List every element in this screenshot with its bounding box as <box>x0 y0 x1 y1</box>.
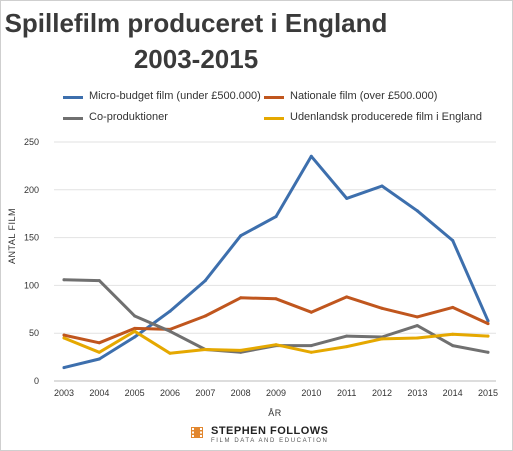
data-point-series-1 <box>486 322 490 326</box>
x-tick-label: 2011 <box>337 388 356 398</box>
legend-label-udenlandsk: Udenlandsk producerede film i England <box>290 111 483 123</box>
x-tick-label: 2010 <box>301 388 321 398</box>
data-point-series-2 <box>62 278 66 282</box>
data-point-series-3 <box>415 336 419 340</box>
film-reel-icon <box>191 427 203 438</box>
x-tick-label: 2009 <box>266 388 286 398</box>
data-point-series-0 <box>345 196 349 200</box>
y-tick-label: 0 <box>34 376 39 386</box>
data-point-series-3 <box>345 345 349 349</box>
data-point-series-1 <box>62 333 66 337</box>
legend-swatch-udenlandsk <box>264 117 284 120</box>
data-point-series-1 <box>274 297 278 301</box>
data-point-series-2 <box>97 279 101 283</box>
data-point-series-0 <box>62 366 66 370</box>
x-tick-label: 2006 <box>160 388 180 398</box>
data-point-series-2 <box>486 350 490 354</box>
y-tick-label: 200 <box>24 185 39 195</box>
x-tick-label: 2015 <box>478 388 498 398</box>
data-point-series-3 <box>309 350 313 354</box>
data-point-series-3 <box>203 348 207 351</box>
y-tick-label: 250 <box>24 137 39 147</box>
data-point-series-1 <box>203 314 207 318</box>
data-point-series-2 <box>309 344 313 348</box>
chart-title-line1: Spillefilm produceret i England <box>4 8 388 38</box>
brand-tagline: FILM DATA AND EDUCATION <box>211 438 329 444</box>
data-point-series-0 <box>239 234 243 238</box>
data-point-series-2 <box>451 344 455 348</box>
data-point-series-0 <box>486 319 490 323</box>
legend-swatch-co-produktioner <box>63 117 83 120</box>
data-point-series-0 <box>97 357 101 361</box>
legend-label-micro-budget: Micro-budget film (under £500.000) <box>89 90 261 102</box>
data-point-series-0 <box>380 184 384 188</box>
data-point-series-0 <box>415 209 419 213</box>
x-axis-label: ÅR <box>268 408 282 418</box>
chart-title-line2: 2003-2015 <box>133 44 259 74</box>
data-point-series-2 <box>345 334 349 338</box>
data-point-series-2 <box>133 314 137 318</box>
data-point-series-1 <box>415 315 419 319</box>
data-point-series-2 <box>168 329 172 333</box>
x-tick-label: 2004 <box>89 388 109 398</box>
x-tick-label: 2013 <box>407 388 427 398</box>
legend-swatch-micro-budget <box>63 96 83 99</box>
brand-name: STEPHEN FOLLOWS <box>211 425 329 437</box>
data-point-series-3 <box>486 334 490 338</box>
x-tick-label: 2003 <box>54 388 74 398</box>
y-tick-label: 100 <box>24 280 39 290</box>
data-point-series-1 <box>380 306 384 310</box>
data-point-series-3 <box>133 329 137 333</box>
legend-swatch-nationale <box>264 96 284 99</box>
data-point-series-3 <box>168 351 172 355</box>
x-tick-label: 2014 <box>443 388 463 398</box>
data-point-series-0 <box>451 239 455 242</box>
data-point-series-3 <box>97 350 101 354</box>
data-point-series-3 <box>451 332 455 336</box>
data-point-series-3 <box>62 336 66 340</box>
x-tick-label: 2007 <box>195 388 215 398</box>
data-point-series-0 <box>168 309 172 313</box>
data-point-series-3 <box>274 343 278 347</box>
data-point-series-1 <box>309 310 313 314</box>
data-point-series-1 <box>345 295 349 299</box>
data-point-series-1 <box>133 326 137 330</box>
data-point-series-1 <box>451 305 455 309</box>
data-point-series-3 <box>380 337 384 341</box>
data-point-series-1 <box>97 341 101 345</box>
x-tick-label: 2012 <box>372 388 392 398</box>
data-point-series-0 <box>274 215 278 219</box>
x-tick-label: 2008 <box>231 388 251 398</box>
data-point-series-0 <box>203 279 207 283</box>
data-point-series-2 <box>415 324 419 328</box>
legend-label-co-produktioner: Co-produktioner <box>89 111 168 123</box>
data-point-series-0 <box>133 335 137 339</box>
y-tick-label: 150 <box>24 233 39 243</box>
legend-label-nationale: Nationale film (over £500.000) <box>290 90 438 102</box>
data-point-series-0 <box>309 154 313 158</box>
y-axis-label: ANTAL FILM <box>7 208 17 264</box>
y-tick-label: 50 <box>29 328 39 338</box>
x-tick-label: 2005 <box>125 388 145 398</box>
data-point-series-1 <box>239 296 243 300</box>
data-point-series-3 <box>239 348 243 352</box>
